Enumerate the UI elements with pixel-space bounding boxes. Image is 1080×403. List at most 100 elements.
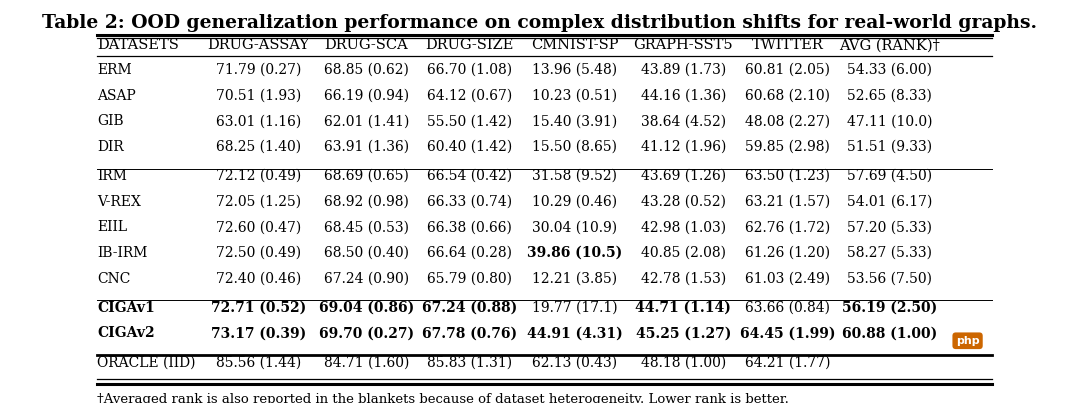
Text: 66.54 (0.42): 66.54 (0.42) (427, 169, 512, 183)
Text: 60.81 (2.05): 60.81 (2.05) (745, 63, 829, 77)
Text: 43.69 (1.26): 43.69 (1.26) (640, 169, 726, 183)
Text: 66.19 (0.94): 66.19 (0.94) (324, 89, 409, 102)
Text: 68.50 (0.40): 68.50 (0.40) (324, 246, 408, 260)
Text: 48.08 (2.27): 48.08 (2.27) (745, 114, 829, 128)
Text: IB-IRM: IB-IRM (97, 246, 147, 260)
Text: 71.79 (0.27): 71.79 (0.27) (216, 63, 301, 77)
Text: 69.70 (0.27): 69.70 (0.27) (319, 326, 414, 341)
Text: 84.71 (1.60): 84.71 (1.60) (324, 355, 409, 370)
Text: 15.40 (3.91): 15.40 (3.91) (532, 114, 618, 128)
Text: 41.12 (1.96): 41.12 (1.96) (640, 140, 726, 154)
Text: 12.21 (3.85): 12.21 (3.85) (532, 272, 618, 286)
Text: DIR: DIR (97, 140, 124, 154)
Text: 67.78 (0.76): 67.78 (0.76) (421, 326, 517, 341)
Text: 63.50 (1.23): 63.50 (1.23) (745, 169, 829, 183)
Text: 40.85 (2.08): 40.85 (2.08) (640, 246, 726, 260)
Text: 73.17 (0.39): 73.17 (0.39) (211, 326, 307, 341)
Text: 31.58 (9.52): 31.58 (9.52) (532, 169, 618, 183)
Text: 39.86 (10.5): 39.86 (10.5) (527, 246, 622, 260)
Text: 68.45 (0.53): 68.45 (0.53) (324, 220, 408, 234)
Text: DRUG-ASSAY: DRUG-ASSAY (207, 38, 310, 52)
Text: DRUG-SCA: DRUG-SCA (324, 38, 408, 52)
Text: 68.25 (1.40): 68.25 (1.40) (216, 140, 301, 154)
Text: 64.45 (1.99): 64.45 (1.99) (740, 326, 835, 341)
Text: 72.12 (0.49): 72.12 (0.49) (216, 169, 301, 183)
Text: 59.85 (2.98): 59.85 (2.98) (745, 140, 829, 154)
Text: 63.01 (1.16): 63.01 (1.16) (216, 114, 301, 128)
Text: 85.83 (1.31): 85.83 (1.31) (427, 355, 512, 370)
Text: 44.71 (1.14): 44.71 (1.14) (635, 301, 731, 315)
Text: 60.88 (1.00): 60.88 (1.00) (842, 326, 937, 341)
Text: GRAPH-SST5: GRAPH-SST5 (634, 38, 733, 52)
Text: 43.89 (1.73): 43.89 (1.73) (640, 63, 726, 77)
Text: 44.16 (1.36): 44.16 (1.36) (640, 89, 726, 102)
Text: DATASETS: DATASETS (97, 38, 179, 52)
Text: 68.92 (0.98): 68.92 (0.98) (324, 195, 408, 209)
Text: 63.21 (1.57): 63.21 (1.57) (744, 195, 829, 209)
Text: 44.91 (4.31): 44.91 (4.31) (527, 326, 623, 341)
Text: 42.78 (1.53): 42.78 (1.53) (640, 272, 726, 286)
Text: 19.77 (17.1): 19.77 (17.1) (532, 301, 618, 315)
Text: 67.24 (0.90): 67.24 (0.90) (324, 272, 409, 286)
Text: 58.27 (5.33): 58.27 (5.33) (848, 246, 932, 260)
Text: GIB: GIB (97, 114, 123, 128)
Text: 66.38 (0.66): 66.38 (0.66) (427, 220, 512, 234)
Text: 64.12 (0.67): 64.12 (0.67) (427, 89, 512, 102)
Text: †Averaged rank is also reported in the blankets because of dataset heterogeneity: †Averaged rank is also reported in the b… (97, 393, 788, 403)
Text: 63.66 (0.84): 63.66 (0.84) (745, 301, 829, 315)
Text: 60.68 (2.10): 60.68 (2.10) (745, 89, 829, 102)
Text: 15.50 (8.65): 15.50 (8.65) (532, 140, 618, 154)
Text: 54.01 (6.17): 54.01 (6.17) (847, 195, 932, 209)
Text: ORACLE (IID): ORACLE (IID) (97, 355, 195, 370)
Text: 72.40 (0.46): 72.40 (0.46) (216, 272, 301, 286)
Text: 57.69 (4.50): 57.69 (4.50) (847, 169, 932, 183)
Text: 62.01 (1.41): 62.01 (1.41) (324, 114, 409, 128)
Text: 67.24 (0.88): 67.24 (0.88) (421, 301, 517, 315)
Text: IRM: IRM (97, 169, 126, 183)
Text: 60.40 (1.42): 60.40 (1.42) (427, 140, 512, 154)
Text: CNC: CNC (97, 272, 131, 286)
Text: 10.23 (0.51): 10.23 (0.51) (532, 89, 618, 102)
Text: 66.33 (0.74): 66.33 (0.74) (427, 195, 512, 209)
Text: TWITTER: TWITTER (752, 38, 823, 52)
Text: 62.13 (0.43): 62.13 (0.43) (532, 355, 618, 370)
Text: CMNIST-SP: CMNIST-SP (531, 38, 619, 52)
Text: ASAP: ASAP (97, 89, 136, 102)
Text: 72.71 (0.52): 72.71 (0.52) (211, 301, 307, 315)
Text: 65.79 (0.80): 65.79 (0.80) (427, 272, 512, 286)
Text: 30.04 (10.9): 30.04 (10.9) (532, 220, 618, 234)
Text: ERM: ERM (97, 63, 132, 77)
Text: 85.56 (1.44): 85.56 (1.44) (216, 355, 301, 370)
Text: 70.51 (1.93): 70.51 (1.93) (216, 89, 301, 102)
Text: 68.69 (0.65): 68.69 (0.65) (324, 169, 408, 183)
Text: 72.60 (0.47): 72.60 (0.47) (216, 220, 301, 234)
Text: 61.03 (2.49): 61.03 (2.49) (745, 272, 829, 286)
Text: 52.65 (8.33): 52.65 (8.33) (848, 89, 932, 102)
Text: 42.98 (1.03): 42.98 (1.03) (640, 220, 726, 234)
Text: 69.04 (0.86): 69.04 (0.86) (319, 301, 414, 315)
Text: 66.64 (0.28): 66.64 (0.28) (427, 246, 512, 260)
Text: V-REX: V-REX (97, 195, 140, 209)
Text: 13.96 (5.48): 13.96 (5.48) (532, 63, 618, 77)
Text: 66.70 (1.08): 66.70 (1.08) (427, 63, 512, 77)
Text: 56.19 (2.50): 56.19 (2.50) (842, 301, 937, 315)
Text: 62.76 (1.72): 62.76 (1.72) (744, 220, 829, 234)
Text: 38.64 (4.52): 38.64 (4.52) (640, 114, 726, 128)
Text: 63.91 (1.36): 63.91 (1.36) (324, 140, 409, 154)
Text: 10.29 (0.46): 10.29 (0.46) (532, 195, 618, 209)
Text: 55.50 (1.42): 55.50 (1.42) (427, 114, 512, 128)
Text: Table 2: OOD generalization performance on complex distribution shifts for real-: Table 2: OOD generalization performance … (42, 14, 1038, 32)
Text: 48.18 (1.00): 48.18 (1.00) (640, 355, 726, 370)
Text: 61.26 (1.20): 61.26 (1.20) (745, 246, 829, 260)
Text: AVG (RANK)†: AVG (RANK)† (839, 38, 941, 52)
Text: 53.56 (7.50): 53.56 (7.50) (848, 272, 932, 286)
Text: DRUG-SIZE: DRUG-SIZE (426, 38, 513, 52)
Text: 57.20 (5.33): 57.20 (5.33) (848, 220, 932, 234)
Text: EIIL: EIIL (97, 220, 127, 234)
Text: 47.11 (10.0): 47.11 (10.0) (847, 114, 932, 128)
Text: 64.21 (1.77): 64.21 (1.77) (744, 355, 831, 370)
Text: CIGAv1: CIGAv1 (97, 301, 154, 315)
Text: 68.85 (0.62): 68.85 (0.62) (324, 63, 408, 77)
Text: 51.51 (9.33): 51.51 (9.33) (847, 140, 932, 154)
Text: 72.05 (1.25): 72.05 (1.25) (216, 195, 301, 209)
